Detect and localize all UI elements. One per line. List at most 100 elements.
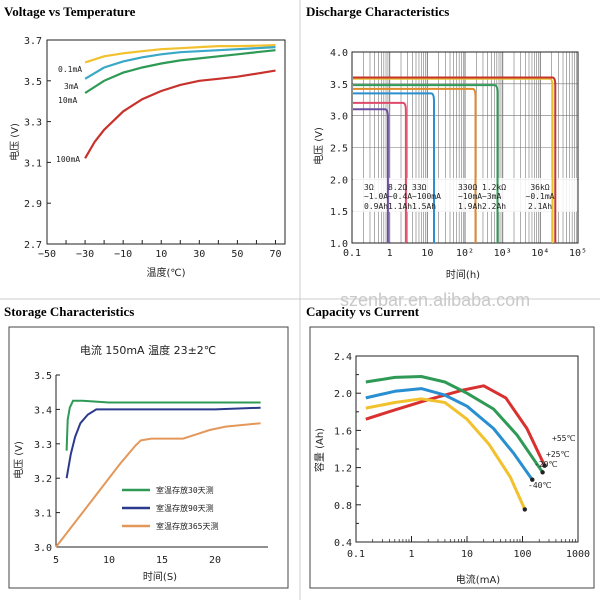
y-tick-label: 3.2 [34,474,52,485]
plot-frame [46,39,286,245]
x-tick-label: 5 [53,555,59,566]
panel-border [309,326,595,589]
y-tick-label: 1.5 [330,207,348,218]
series-line [84,49,276,94]
x-tick-label: 10⁴ [531,248,549,259]
legend-text: ~10mA [458,192,482,201]
series-line [365,397,527,511]
y-axis-label: 容量 (Ah) [313,428,326,472]
x-axis-label: 时间(h) [446,268,480,281]
legend-text: ~1.0A [364,192,388,201]
series-endpoint [540,470,545,475]
series-endpoint [530,477,535,482]
legend-text: 1.5Ah [412,202,436,211]
series-label: -20℃ [534,460,557,469]
plot-frame [355,355,579,543]
chart-caption: 电流 150mA 温度 23±2℃ [80,343,216,357]
series-label: 100mA [56,155,80,164]
y-tick-label: 3.3 [24,118,42,129]
y-tick-label: 3.7 [24,36,42,47]
series-label: +55℃ [552,434,575,443]
legend-text: 2.1Ah [528,202,552,211]
x-tick-label: 20 [209,555,221,566]
discharge-chart: 0.1 1 10 10² 10³ 10⁴ 10⁵ 4.0 3.5 3.0 2.5 2.0 1.5 1.0 时… [312,48,587,281]
legend-label: 室温存放30天测 [156,485,214,495]
legend-text: ~0.4A [388,192,412,201]
x-axis-label: 温度(℃) [146,266,185,279]
x-tick-label: 70 [269,249,281,260]
legend-text: 1.1Ah [388,202,412,211]
y-axis-label: 电压 (V) [8,123,21,161]
series-line [65,406,261,479]
series-line [365,384,546,467]
plot-frame [351,51,579,244]
x-tick-label: −10 [114,249,132,260]
legend-label: 室温存放90天测 [156,503,214,513]
y-tick-label: 1.6 [334,426,352,437]
series-line [55,422,261,548]
series-line [353,108,389,243]
legend-text: ~0.1mA [526,192,555,201]
series-label: 10mA [58,96,77,105]
y-tick-label: 3.5 [34,371,52,382]
series-label: 3mA [64,82,79,91]
series-line [353,101,407,243]
legend-text: 3Ω [364,183,374,192]
series-label: +25℃ [546,450,569,459]
storage-chart: 5 10 15 20 3.5 3.4 3.3 3.2 3.1 3.0 电流 150mA 温度 23±… [8,326,289,589]
legend-text: 0.9Ah [364,202,388,211]
series-endpoint [542,463,547,468]
series-label: -40℃ [528,481,551,490]
chart-title-cc: Capacity vs Current [306,304,420,319]
legend-backdrop [353,178,577,212]
y-tick-label: 1.2 [334,464,352,475]
y-tick-label: 2.4 [334,352,352,363]
series-line [84,44,276,64]
legend-text: 330Ω [458,183,477,192]
series-line [84,69,276,159]
legend-label: 室温存放365天测 [156,521,218,531]
y-tick-label: 1.0 [330,239,348,250]
y-tick-label: 4.0 [330,48,348,59]
capacity-current-chart: 0.1 1 10 100 1000 2.4 2.0 1.6 1.2 0.8 0.4 电流(mA) 容量 … [309,326,595,589]
series-line [353,77,554,243]
series-line [365,387,534,481]
y-tick-label: 2.0 [334,389,352,400]
x-tick-label: 10 [461,549,473,560]
legend-text: ~3mA [482,192,501,201]
y-tick-label: 2.5 [330,144,348,155]
legend-text: 2.2Ah [482,202,506,211]
watermark: szenbar.en.alibaba.com [340,290,530,310]
x-tick-label: 0.1 [343,248,361,259]
x-tick-label: 1000 [566,549,590,560]
y-tick-label: 3.1 [34,509,52,520]
series-line [353,87,477,243]
y-tick-label: 2.9 [24,199,42,210]
y-tick-label: 3.4 [34,405,52,416]
x-tick-label: 10 [103,555,115,566]
series-label: 0.1mA [58,65,82,74]
panel-border [8,326,289,589]
chart-title-st: Storage Characteristics [4,304,134,319]
series-line [365,375,544,474]
x-tick-label: 0.1 [347,549,365,560]
voltage-temperature-chart: −50 −30 −10 10 30 50 70 3.7 3.5 3.3 3.1 2.9 2.7 温度(℃)… [8,36,286,279]
legend-text: 36kΩ [530,183,549,192]
series-line [84,46,276,80]
x-tick-label: 100 [513,549,531,560]
legend-text: 33Ω [412,183,427,192]
x-tick-label: 10⁵ [569,248,587,259]
y-tick-label: 0.4 [334,538,352,549]
x-tick-label: 10 [421,248,433,259]
x-tick-label: 30 [193,249,205,260]
series-line [65,399,261,451]
y-axis-label: 电压 (V) [312,127,325,165]
y-tick-label: 3.5 [24,77,42,88]
y-tick-label: 3.3 [34,440,52,451]
legend-text: 1.9Ah [458,202,482,211]
series-line [353,92,435,243]
x-tick-label: 15 [156,555,168,566]
y-tick-label: 2.0 [330,175,348,186]
legend-text: 8.2Ω [388,183,407,192]
